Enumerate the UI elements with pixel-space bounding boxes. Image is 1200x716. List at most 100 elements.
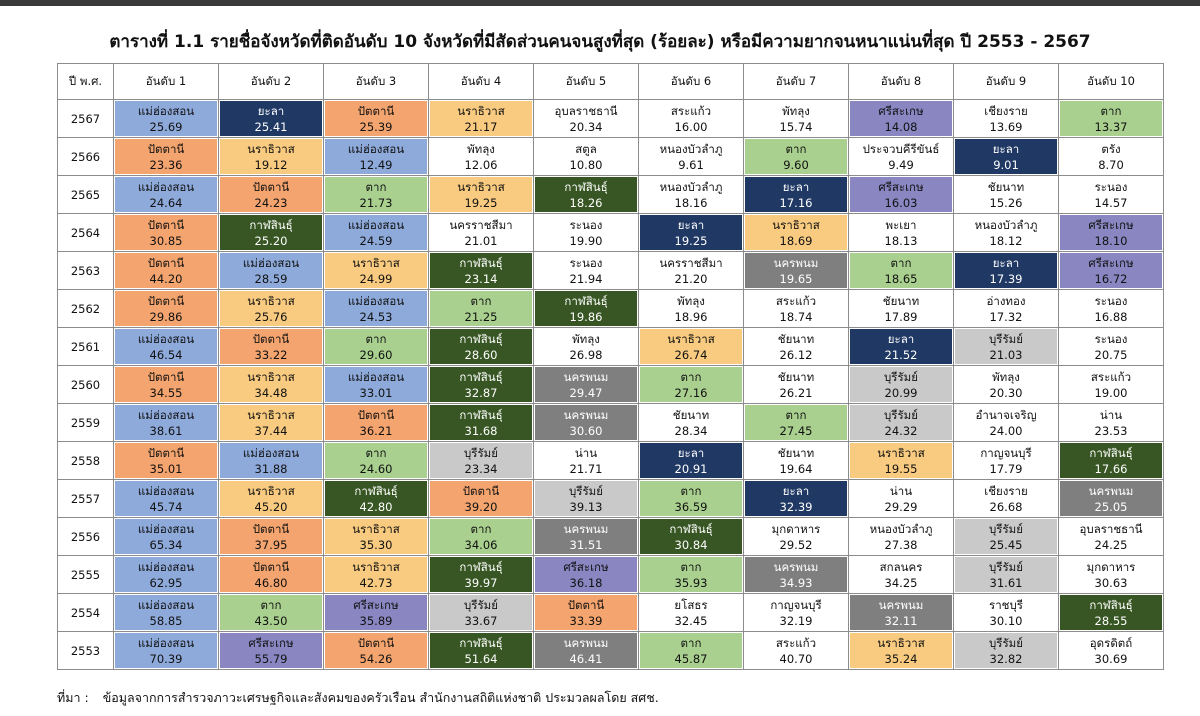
cell-box: บุรีรัมย์ 25.45 xyxy=(955,519,1057,554)
cell-box: ศรีสะเกษ 35.89 xyxy=(325,595,427,630)
cell-box: ตาก 18.65 xyxy=(850,253,952,288)
rank-cell: พัทลุง 12.06 xyxy=(428,137,534,176)
cell-box: บุรีรัมย์ 32.82 xyxy=(955,633,1057,668)
cell-box: ปัตตานี 34.55 xyxy=(115,367,217,402)
province-name: บุรีรัมย์ xyxy=(569,483,603,498)
rank-cell: หนองบัวลำภู 9.61 xyxy=(638,137,744,176)
province-name: น่าน xyxy=(889,483,913,498)
cell-box: บุรีรัมย์ 31.61 xyxy=(955,557,1057,592)
poverty-rate: 17.89 xyxy=(884,309,918,324)
province-name: ชัยนาท xyxy=(777,445,815,460)
province-name: ศรีสะเกษ xyxy=(353,597,399,612)
cell-box: ปัตตานี 54.26 xyxy=(325,633,427,668)
rank-cell: พัทลุง 26.98 xyxy=(533,327,639,366)
rank-cell: ปัตตานี 46.80 xyxy=(218,555,324,594)
cell-box: แม่ฮ่องสอน 62.95 xyxy=(115,557,217,592)
rank-cell: บุรีรัมย์ 23.34 xyxy=(428,441,534,480)
province-name: ชัยนาท xyxy=(777,331,815,346)
poverty-rate: 18.26 xyxy=(569,195,603,210)
province-name: กาฬสินธุ์ xyxy=(459,369,503,384)
poverty-rate: 46.41 xyxy=(569,651,603,666)
province-name: อุดรดิตถ์ xyxy=(1089,635,1133,650)
poverty-rate: 15.74 xyxy=(779,119,813,134)
cell-box: แม่ฮ่องสอน 65.34 xyxy=(115,519,217,554)
poverty-rate: 55.79 xyxy=(254,651,288,666)
column-header: อันดับ 6 xyxy=(638,63,744,100)
province-name: กาฬสินธุ์ xyxy=(1089,597,1133,612)
poverty-rate: 9.61 xyxy=(678,157,704,172)
rank-cell: พัทลุง 15.74 xyxy=(743,99,849,138)
rank-cell: ยะลา 9.01 xyxy=(953,137,1059,176)
province-name: นครพนม xyxy=(878,597,924,612)
year-cell: 2562 xyxy=(57,289,114,328)
rank-cell: นราธิวาส 19.25 xyxy=(428,175,534,214)
cell-box: ยะลา 25.41 xyxy=(220,101,322,136)
rank-cell: ชัยนาท 17.89 xyxy=(848,289,954,328)
rank-cell: อุบลราชธานี 20.34 xyxy=(533,99,639,138)
rank-cell: ศรีสะเกษ 16.72 xyxy=(1058,251,1164,290)
poverty-rate: 33.39 xyxy=(569,613,603,628)
poverty-rate: 35.30 xyxy=(359,537,393,552)
poverty-rate: 21.94 xyxy=(569,271,603,286)
poverty-rate: 24.25 xyxy=(1094,537,1128,552)
data-row: 2567 แม่ฮ่องสอน 25.69 ยะลา 25.41 ปัตตานี 25.39… xyxy=(57,99,1164,138)
rank-cell: ยะลา 21.52 xyxy=(848,327,954,366)
poverty-rate: 35.93 xyxy=(674,575,708,590)
rank-cell: นครพนม 30.60 xyxy=(533,403,639,442)
poverty-rate: 29.47 xyxy=(569,385,603,400)
poverty-rate: 26.98 xyxy=(569,347,603,362)
rank-cell: แม่ฮ่องสอน 12.49 xyxy=(323,137,429,176)
poverty-rate: 30.10 xyxy=(989,613,1023,628)
cell-box: ตาก 35.93 xyxy=(640,557,742,592)
province-name: อ่างทอง xyxy=(986,293,1026,308)
rank-cell: กาฬสินธุ์ 30.84 xyxy=(638,517,744,556)
cell-box: ปัตตานี 33.22 xyxy=(220,329,322,364)
rank-cell: มุกดาหาร 29.52 xyxy=(743,517,849,556)
rank-cell: ตาก 21.73 xyxy=(323,175,429,214)
cell-box: ตาก 43.50 xyxy=(220,595,322,630)
data-row: 2553 แม่ฮ่องสอน 70.39 ศรีสะเกษ 55.79 ปัตตานี 5… xyxy=(57,631,1164,670)
province-name: ยะลา xyxy=(782,179,810,194)
poverty-rate: 17.39 xyxy=(989,271,1023,286)
poverty-rate: 21.03 xyxy=(989,347,1023,362)
data-row: 2563 ปัตตานี 44.20 แม่ฮ่องสอน 28.59 นราธิวาส 2… xyxy=(57,251,1164,290)
province-name: ตาก xyxy=(785,407,807,422)
province-name: ยะลา xyxy=(992,141,1020,156)
poverty-rate: 14.57 xyxy=(1094,195,1128,210)
poverty-rate: 24.64 xyxy=(149,195,183,210)
rank-cell: ปัตตานี 34.55 xyxy=(113,365,219,404)
rank-cell: ยะลา 19.25 xyxy=(638,213,744,252)
data-row: 2566 ปัตตานี 23.36 นราธิวาส 19.12 แม่ฮ่องสอน 1… xyxy=(57,137,1164,176)
cell-box: นครพนม 30.60 xyxy=(535,405,637,440)
rank-cell: บุรีรัมย์ 33.67 xyxy=(428,593,534,632)
poverty-rate: 36.18 xyxy=(569,575,603,590)
poverty-rate: 42.80 xyxy=(359,499,393,514)
poverty-rate: 36.59 xyxy=(674,499,708,514)
province-name: มุกดาหาร xyxy=(1086,559,1136,574)
cell-box: ยะลา 19.25 xyxy=(640,215,742,250)
poverty-rate: 13.69 xyxy=(989,119,1023,134)
rank-cell: ตาก 35.93 xyxy=(638,555,744,594)
cell-box: บุรีรัมย์ 33.67 xyxy=(430,595,532,630)
cell-box: นราธิวาส 35.30 xyxy=(325,519,427,554)
column-header: ปี พ.ศ. xyxy=(57,63,114,100)
province-name: นราธิวาส xyxy=(352,255,400,270)
poverty-rate: 31.88 xyxy=(254,461,288,476)
cell-box: ตาก 27.16 xyxy=(640,367,742,402)
poverty-rate: 21.71 xyxy=(569,461,603,476)
poverty-rate: 31.51 xyxy=(569,537,603,552)
province-name: นราธิวาส xyxy=(457,103,505,118)
poverty-rate: 18.65 xyxy=(884,271,918,286)
rank-cell: นราธิวาส 37.44 xyxy=(218,403,324,442)
cell-box: นราธิวาส 35.24 xyxy=(850,633,952,668)
cell-box: นราธิวาส 37.44 xyxy=(220,405,322,440)
poverty-rate: 20.30 xyxy=(989,385,1023,400)
cell-box: นราธิวาส 18.69 xyxy=(745,215,847,250)
poverty-rate: 19.65 xyxy=(779,271,813,286)
poverty-rate: 9.49 xyxy=(888,157,914,172)
cell-box: หนองบัวลำภู 18.12 xyxy=(955,215,1057,250)
cell-box: นราธิวาส 19.12 xyxy=(220,139,322,174)
province-name: นราธิวาส xyxy=(352,521,400,536)
poverty-rate: 24.53 xyxy=(359,309,393,324)
rank-cell: ระนอง 14.57 xyxy=(1058,175,1164,214)
